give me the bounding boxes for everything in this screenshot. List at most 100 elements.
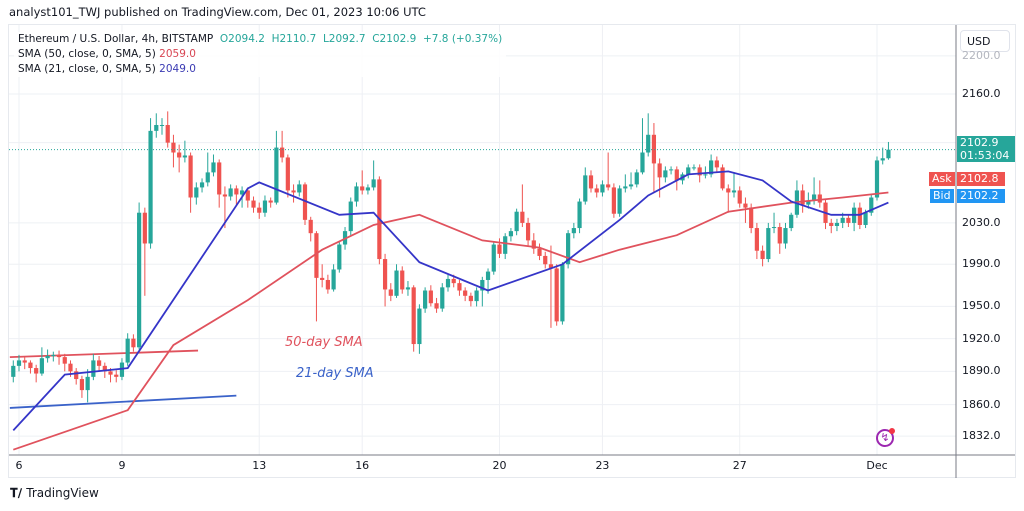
ask-price: 2102.8 (957, 172, 1005, 186)
candle (771, 212, 777, 234)
candle (468, 292, 473, 307)
price-tick: 2160.0 (962, 87, 1001, 100)
candle-body (463, 290, 468, 296)
legend-sma21-row: SMA (21, close, 0, SMA, 5) 2049.0 (18, 62, 502, 77)
candle-body (268, 200, 273, 203)
candle (794, 180, 800, 218)
ohlc-change: +7.8 (+0.37%) (422, 33, 503, 45)
trendline-sma50 (9, 349, 199, 359)
time-tick: 13 (252, 459, 267, 472)
time-tick: 6 (15, 459, 23, 472)
candle-body (159, 125, 165, 127)
candle-body (491, 244, 496, 272)
candle-body (829, 222, 834, 226)
candle-body (245, 190, 250, 201)
candle-body (869, 197, 874, 213)
candle-body (62, 357, 67, 364)
candles (11, 111, 891, 403)
candle (480, 276, 485, 307)
sma21-annotation[interactable]: 21-day SMA (296, 366, 374, 381)
candle-body (703, 174, 708, 176)
candle (554, 264, 559, 326)
chart-panel[interactable] (8, 24, 1016, 478)
time-tick: 27 (732, 459, 747, 472)
candle-body (365, 187, 371, 191)
candle-body (628, 184, 634, 187)
currency-button[interactable]: USD (960, 30, 1010, 52)
ohlc-high: H2110.7 (271, 33, 317, 45)
candle (148, 118, 153, 249)
candle (525, 217, 531, 246)
candle (628, 172, 634, 190)
candle-body (760, 250, 765, 260)
candle-body (96, 360, 102, 366)
candle (474, 287, 479, 307)
candle (531, 233, 536, 254)
candle (205, 152, 210, 187)
candle-body (840, 217, 845, 223)
last-price: 2102.9 (960, 136, 999, 149)
candle (154, 113, 159, 138)
candle (280, 130, 285, 163)
price-tick: 1950.0 (962, 299, 1001, 313)
candle (508, 228, 514, 242)
candle (325, 274, 330, 294)
candle-body (68, 363, 73, 372)
candle-body (131, 338, 136, 348)
sma21-label[interactable]: SMA (21, close, 0, SMA, 5) (18, 63, 156, 75)
candle (423, 287, 428, 313)
candle (228, 184, 233, 201)
candle-body (177, 152, 182, 158)
candle-body (640, 152, 645, 173)
candle-body (714, 160, 719, 168)
candle (611, 183, 616, 218)
candle-body (16, 360, 22, 366)
candle (737, 186, 742, 208)
candle-body (606, 184, 611, 188)
price-tick: 1920.0 (962, 331, 1001, 345)
candle (262, 195, 268, 217)
candle (400, 266, 405, 294)
sma21-line (12, 170, 889, 432)
candle (434, 297, 439, 313)
candle (394, 264, 399, 298)
candle-body (417, 308, 422, 345)
candle-body (274, 147, 279, 203)
candle (274, 130, 279, 205)
flash-event-icon[interactable]: ↯ (876, 428, 895, 447)
ohlc-low: L2092.7 (322, 33, 366, 45)
time-tick: 23 (595, 459, 610, 472)
candle (640, 118, 645, 175)
candle-body (743, 203, 748, 208)
price-tick: 2200.0 (962, 48, 1001, 62)
candle (606, 152, 611, 191)
candle (852, 202, 857, 232)
candle-body (165, 125, 170, 143)
candle (880, 147, 885, 165)
candle-body (508, 231, 514, 237)
candle-body (543, 255, 548, 265)
candle (79, 375, 85, 398)
candle (211, 154, 216, 177)
sma50-annotation[interactable]: 50-day SMA (285, 335, 363, 350)
candle (297, 180, 302, 197)
candle-body (411, 287, 416, 345)
candle-body (34, 368, 39, 374)
symbol-name[interactable]: Ethereum / U.S. Dollar, 4h, BITSTAMP (18, 33, 214, 45)
candle (16, 354, 22, 372)
candle-body (302, 184, 308, 220)
candle-body (308, 219, 313, 234)
candle-body (354, 186, 359, 202)
candle-body (114, 374, 119, 377)
candle (337, 241, 342, 273)
candle-body (857, 207, 862, 225)
candle (302, 182, 308, 225)
sma50-label[interactable]: SMA (50, close, 0, SMA, 5) (18, 48, 156, 60)
candle-body (663, 170, 668, 178)
candle-body (194, 187, 199, 198)
candle (789, 212, 794, 232)
candle-body (531, 240, 536, 249)
candle-body (400, 270, 405, 290)
candle-body (314, 233, 319, 278)
